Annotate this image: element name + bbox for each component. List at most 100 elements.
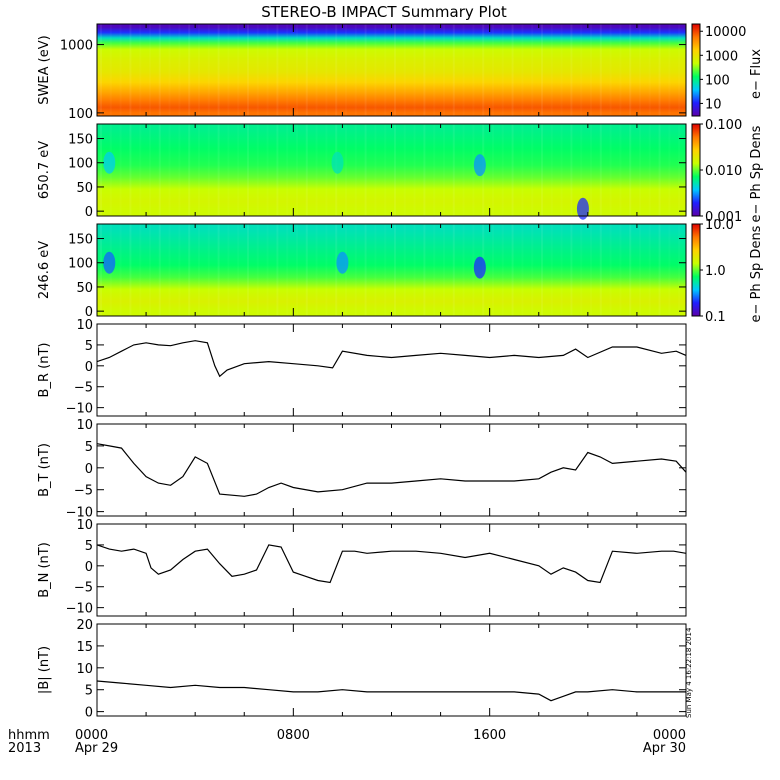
pad650-streak [433,124,435,216]
panel-bt: −10 −5 0 5 10 B_T (nT) [37,418,687,521]
swea-streak [610,24,612,116]
pad246-streak [188,224,191,316]
pad650-streak [364,124,367,216]
swea-streak [296,24,298,116]
swea-colorbar [691,23,701,117]
pad246-yticklabel: 50 [76,281,93,296]
pad650-spot [473,154,486,177]
pad246-streak [100,224,102,316]
pad246-streak [521,224,523,316]
pad650-streak [384,124,386,216]
bt-yticklabel: 5 [85,440,93,455]
swea-streak [247,24,249,116]
pad650-yticklabel: 100 [68,157,93,172]
pad650-streak [296,124,298,216]
bmag-yticklabel: 0 [85,706,93,721]
plot-title: STEREO-B IMPACT Summary Plot [261,3,507,21]
pad246-spot [336,251,349,274]
pad246-yticklabel: 0 [85,305,93,320]
pad650-streak [531,124,533,216]
pad650-streak [374,124,376,216]
pad246-streak [316,224,318,316]
swea-colorbar-ticklabel: 10000 [705,25,746,40]
bmag-series-line [97,680,686,702]
swea-streak [149,24,151,116]
pad650-streak [521,124,523,216]
swea-streak [423,24,426,116]
pad246-streak [414,224,416,316]
pad246-streak [433,224,435,316]
pad246-streak [502,224,504,316]
pad650-streak [423,124,426,216]
pad246-streak [120,224,122,316]
br-frame [96,323,687,417]
pad650-colorbar-ticklabel: 0.010 [705,164,742,179]
swea-streak [443,24,445,116]
pad246-streak [492,224,494,316]
pad650-streak [472,124,474,216]
bt-yticklabel: 10 [76,418,93,433]
x-ticklabel: 0000 [75,728,108,743]
panel-bn: −10 −5 0 5 10 B_N (nT) [37,518,687,617]
br-yticklabel: 5 [85,339,93,354]
pad650-streak [394,124,396,216]
br-series-line [97,340,686,378]
pad650-streak [208,124,210,216]
pad650-streak [649,124,651,216]
pad650-streak [511,124,514,216]
pad246-streak [325,224,327,316]
swea-streak [364,24,367,116]
pad650-streak [355,124,357,216]
swea-colorbar-ticklabel: 10 [705,97,722,112]
pad246-streak [276,224,279,316]
swea-streak [178,24,180,116]
pad246-streak [443,224,445,316]
swea-streak [658,24,661,116]
panel-br: −10 −5 0 5 10 B_R (nT) [37,318,687,417]
pad650-ylabel: 650.7 eV [37,141,52,199]
pad246-yticklabel: 100 [68,257,93,272]
swea-streak [100,24,102,116]
pad246-streak [570,224,573,316]
pad246-streak [404,224,406,316]
bmag-ylabel: |B| (nT) [37,646,52,694]
pad246-streak [129,224,132,316]
swea-streak [570,24,573,116]
pad246-colorbar-ticklabel: 0.1 [705,310,726,325]
bmag-yticklabel: 10 [76,662,93,677]
pad246-streak [668,224,670,316]
pad650-streak [286,124,288,216]
swea-streak [639,24,641,116]
swea-streak [384,24,386,116]
bt-yticklabel: −5 [74,484,93,499]
bt-frame [96,423,687,517]
pad246-streak [267,224,269,316]
pad650-streak [237,124,239,216]
swea-streak [394,24,396,116]
swea-streak [404,24,406,116]
pad650-colorbar-label: e− Ph Sp Dens [749,125,764,222]
swea-streak [649,24,651,116]
pad650-streak [599,124,602,216]
pad246-streak [286,224,288,316]
pad246-streak [561,224,563,316]
swea-yticklabel: 100 [68,107,93,122]
x-ticklabel-date: Apr 29 [75,741,118,756]
pad246-streak [394,224,396,316]
x-ticklabel: 0800 [277,728,310,743]
swea-streak [276,24,279,116]
bt-ylabel: B_T (nT) [37,443,52,497]
swea-streak [472,24,474,116]
pad246-streak [374,224,376,316]
pad650-streak [276,124,279,216]
pad246-streak [423,224,426,316]
pad650-streak [198,124,200,216]
pad650-streak [619,124,621,216]
swea-streak [531,24,533,116]
swea-streak [561,24,563,116]
swea-streak [169,24,171,116]
bn-yticklabel: −10 [66,602,93,617]
panel-pad650: 0.001 0.010 0.100 e− Ph Sp Dens 0 50 100 150 650… [37,118,764,225]
pad650-streak [178,124,180,216]
bn-yticklabel: 5 [85,539,93,554]
